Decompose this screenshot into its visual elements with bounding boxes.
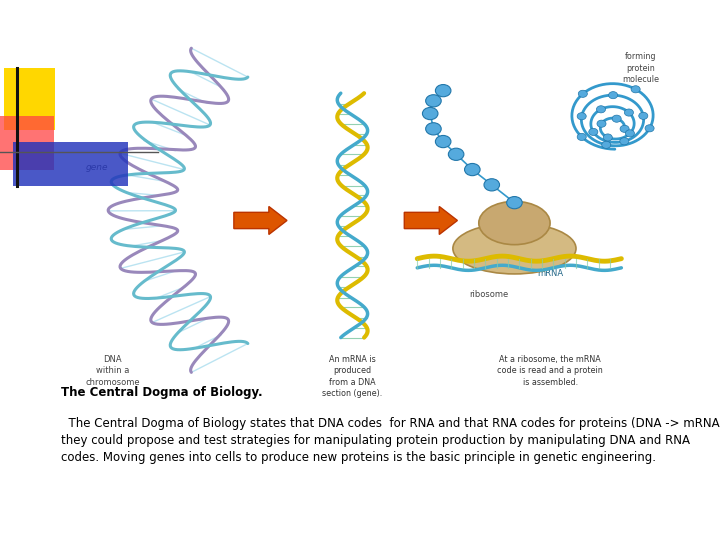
Circle shape <box>620 125 629 132</box>
Circle shape <box>426 94 441 107</box>
Text: The Central Dogma of Biology.: The Central Dogma of Biology. <box>61 386 263 399</box>
Circle shape <box>596 106 606 113</box>
Circle shape <box>631 86 640 93</box>
Circle shape <box>449 148 464 160</box>
Circle shape <box>577 133 586 140</box>
Text: An mRNA is
produced
from a DNA
section (gene).: An mRNA is produced from a DNA section (… <box>323 355 382 397</box>
Text: gene: gene <box>85 163 108 172</box>
FancyArrow shape <box>234 206 287 234</box>
Circle shape <box>423 107 438 120</box>
Circle shape <box>602 141 611 149</box>
Circle shape <box>624 109 634 116</box>
Circle shape <box>608 92 618 99</box>
Circle shape <box>603 134 612 141</box>
Circle shape <box>645 125 654 132</box>
Circle shape <box>589 129 598 136</box>
Circle shape <box>426 123 441 135</box>
Circle shape <box>597 120 606 127</box>
Text: DNA
within a
chromosome: DNA within a chromosome <box>86 355 140 387</box>
Ellipse shape <box>479 201 550 245</box>
Circle shape <box>577 113 586 120</box>
Text: The Central Dogma of Biology states that DNA codes  for RNA and that RNA codes f: The Central Dogma of Biology states that… <box>61 417 720 464</box>
Circle shape <box>639 112 648 119</box>
Text: At a ribosome, the mRNA
code is read and a protein
is assembled.: At a ribosome, the mRNA code is read and… <box>498 355 603 387</box>
FancyArrow shape <box>405 206 457 234</box>
Circle shape <box>578 90 588 97</box>
Circle shape <box>436 85 451 97</box>
Circle shape <box>612 115 621 122</box>
Circle shape <box>484 179 500 191</box>
Circle shape <box>436 136 451 147</box>
Ellipse shape <box>453 223 576 274</box>
Circle shape <box>626 130 634 137</box>
Text: forming
protein
molecule: forming protein molecule <box>622 52 660 84</box>
Text: mRNA: mRNA <box>537 269 563 279</box>
Circle shape <box>464 164 480 176</box>
Circle shape <box>507 197 522 209</box>
Circle shape <box>620 138 629 145</box>
Text: ribosome: ribosome <box>469 290 508 299</box>
